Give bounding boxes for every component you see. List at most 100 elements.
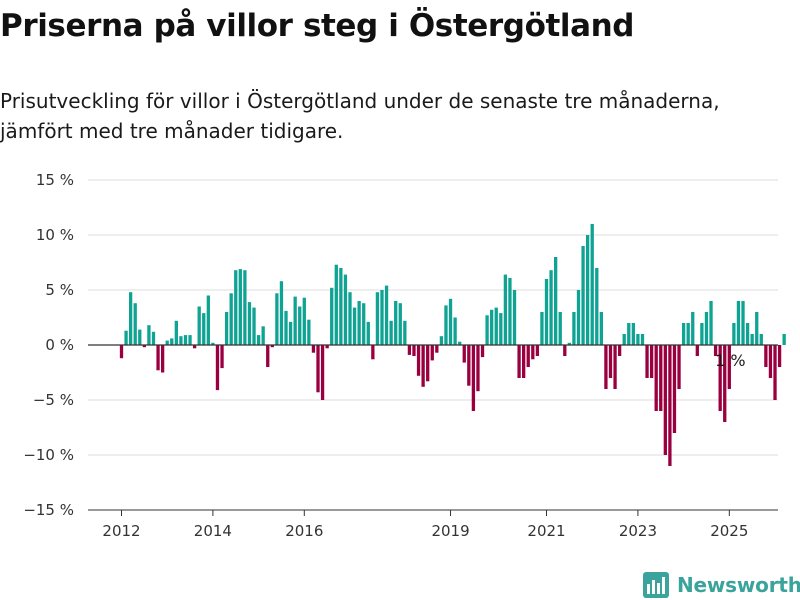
bar [165,340,169,345]
bar [298,306,302,345]
bar [160,345,165,373]
bar [243,270,247,345]
bar [567,342,572,345]
bar [352,307,357,345]
bar [476,345,480,392]
bar [471,345,476,411]
x-axis: 2012 2014 2016 2019 2021 2023 2025 [88,509,778,540]
bar [691,312,695,345]
bar [133,303,137,345]
bar [659,345,663,411]
bar [151,331,156,345]
y-tick-label: −10 % [23,446,74,464]
y-tick-label: 0 % [45,336,74,354]
bar [229,293,233,345]
bar [563,345,567,356]
bar [499,313,503,345]
bar [517,345,521,378]
bar [736,301,741,345]
bar [709,301,713,345]
bar [773,345,777,400]
bar [613,345,617,389]
bar [197,306,201,345]
bar [138,329,142,345]
bars [119,224,786,466]
bar [585,235,590,345]
bar [677,345,681,389]
bar [508,277,512,345]
bar [462,345,466,363]
bar [261,326,265,345]
bar [384,285,389,345]
y-tick-label: −5 % [33,391,74,409]
bar [320,345,325,400]
bar [723,345,727,422]
bar [211,342,215,345]
bar [745,323,750,345]
bar [307,319,311,345]
annotations: 1 % [715,351,745,370]
bar [576,290,581,345]
bar [430,345,434,361]
bar [380,290,384,345]
bar [458,341,462,345]
newsworthy-logo: Newsworthy [643,570,800,600]
x-tick-label: 2014 [194,522,232,540]
bar [348,292,352,345]
bar [599,312,603,345]
bar [622,334,626,345]
bar [188,335,192,345]
bar [421,345,425,387]
bar [439,336,444,345]
bar [343,274,348,345]
bar [142,345,146,348]
bar [266,345,270,367]
bar [403,320,407,345]
bar [654,345,658,411]
bar [407,345,412,355]
bar [202,313,206,345]
bar [334,264,338,345]
bar [490,309,494,345]
bar [750,334,754,345]
y-axis-labels: 15 % 10 % 5 % 0 % −5 % −10 % −15 % [23,171,74,519]
bar [375,292,380,345]
bar [444,305,448,345]
bar [549,270,553,345]
bar [330,287,334,345]
bar [311,345,316,353]
chart-title: Priserna på villor steg i Östergötland [0,8,635,44]
bar [252,307,256,345]
bar [453,317,457,345]
bar [394,301,398,345]
bar [631,323,635,345]
bar [713,345,718,356]
bar [147,325,151,345]
bar [302,297,306,345]
x-tick-label: 2025 [710,522,748,540]
bar [284,310,288,345]
bar [686,323,690,345]
bar [288,321,293,345]
bar [558,312,562,345]
y-tick-label: 15 % [36,171,74,189]
bar [512,290,517,345]
bar [485,315,489,345]
bar [128,292,133,345]
bar [494,307,498,345]
bar [764,345,768,367]
bar [192,345,197,349]
bar [156,345,160,371]
bar [636,334,640,345]
bar [426,345,430,382]
bar [220,345,224,369]
bar [640,334,645,345]
bar-chart: 15 %10 %5 %0 %−5 %−10 %−15 % 2012 2014 201… [23,171,786,540]
bar [782,334,786,345]
x-tick-label: 2016 [285,522,323,540]
bar [362,303,366,345]
bar [718,345,722,411]
bar [480,345,485,358]
bar [535,345,540,356]
bar [316,345,320,393]
